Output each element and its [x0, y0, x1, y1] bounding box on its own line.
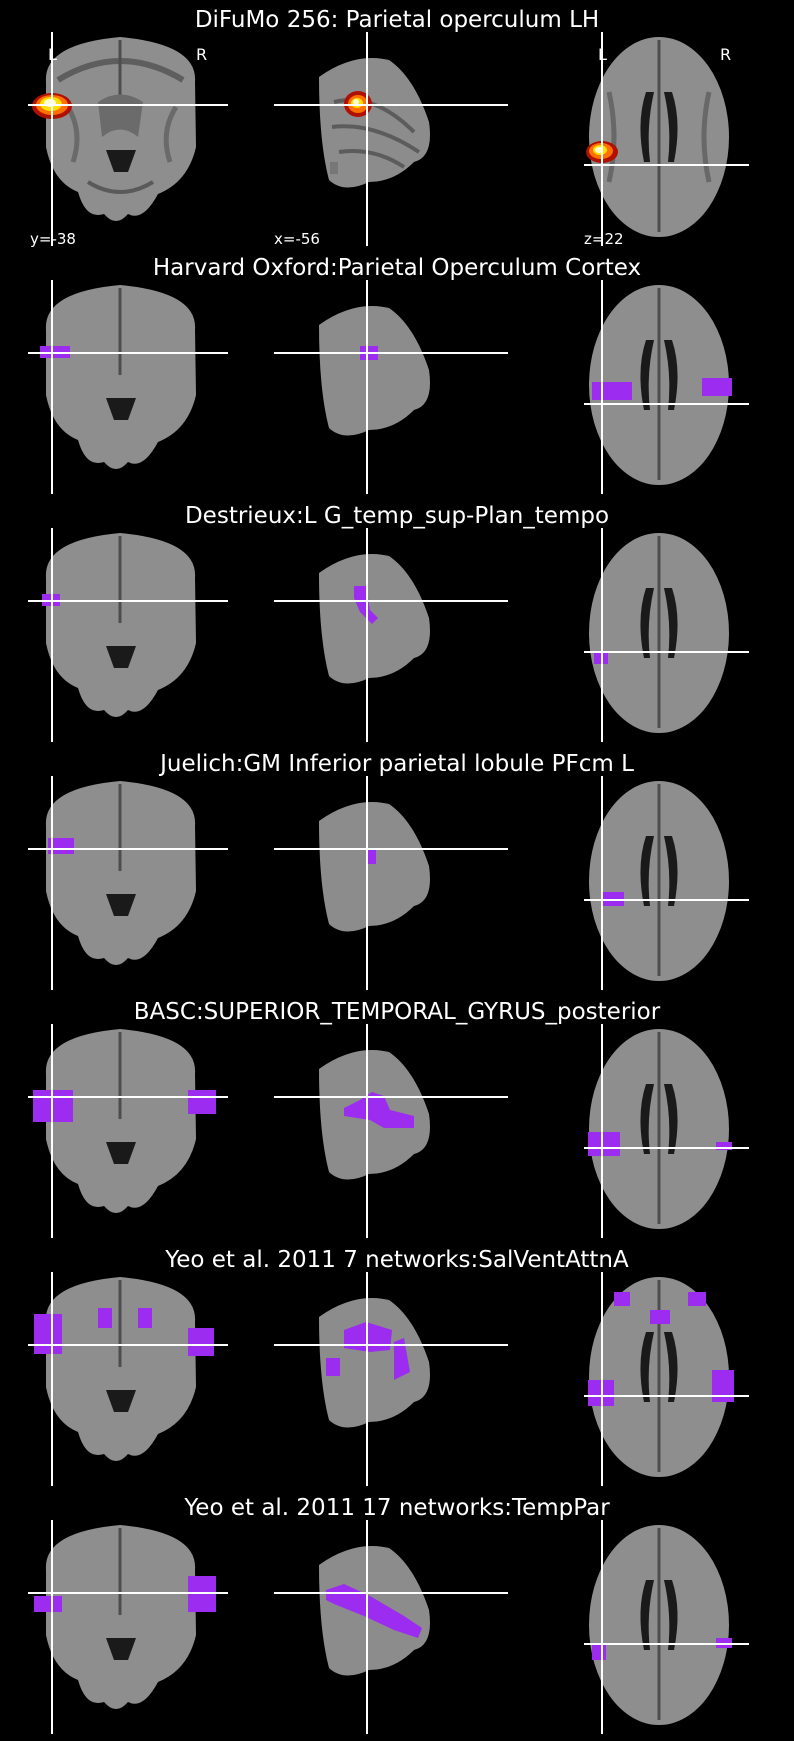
axial-view: L R z=22 [584, 32, 794, 248]
overlay-region [188, 1090, 216, 1114]
panel-title: DiFuMo 256: Parietal operculum LH [194, 7, 600, 33]
axial-brain [589, 37, 729, 237]
axial-view [584, 280, 794, 494]
coronal-slice-image [28, 1024, 228, 1238]
coronal-view [28, 776, 268, 990]
sagittal-slice-image [274, 776, 508, 990]
sagittal-view [274, 528, 514, 742]
overlay-region [592, 1644, 606, 1660]
overlay-region [98, 1308, 112, 1328]
panel-title: Juelich:GM Inferior parietal lobule PFcm… [160, 751, 634, 777]
x-coordinate-label: x=-56 [274, 230, 320, 248]
coronal-view [28, 1520, 268, 1734]
panel-title: Destrieux:L G_temp_sup-Plan_tempo [184, 503, 610, 529]
panel-title: Yeo et al. 2011 17 networks:TempPar [184, 1495, 610, 1521]
overlay-region [688, 1292, 706, 1306]
sagittal-brain [319, 58, 430, 188]
right-label-axial: R [720, 45, 732, 64]
overlay-region [326, 1584, 422, 1638]
overlay-region [188, 1328, 214, 1356]
overlay-region [592, 382, 632, 400]
sagittal-slice-image [274, 1520, 508, 1734]
coronal-view [28, 1024, 268, 1238]
overlay-region [702, 378, 732, 396]
overlay-region [326, 1358, 340, 1376]
overlay-blob [586, 141, 618, 163]
sagittal-view [274, 280, 514, 494]
panel-6: Yeo et al. 2011 17 networks:TempPar [0, 1488, 794, 1736]
sagittal-view [274, 1520, 514, 1734]
coronal-view [28, 1272, 268, 1486]
overlay-region [614, 1292, 630, 1306]
axial-view [584, 776, 794, 990]
panel-title: BASC:SUPERIOR_TEMPORAL_GYRUS_posterior [133, 999, 661, 1025]
sagittal-slice-image [274, 528, 508, 742]
coronal-slice-image [28, 32, 228, 246]
axial-slice-image [584, 528, 749, 742]
left-label: L [48, 45, 57, 64]
coronal-slice-image [28, 528, 228, 742]
panel-4: BASC:SUPERIOR_TEMPORAL_GYRUS_posterior [0, 992, 794, 1240]
sagittal-view [274, 1272, 514, 1486]
left-label-axial: L [598, 45, 607, 64]
overlay-region [34, 1314, 62, 1354]
panel-3: Juelich:GM Inferior parietal lobule PFcm… [0, 744, 794, 992]
axial-view [584, 1520, 794, 1734]
axial-slice-image [584, 280, 749, 494]
overlay-region [716, 1142, 732, 1150]
overlay-region [344, 1092, 414, 1128]
overlay-region [368, 850, 376, 864]
overlay-region [712, 1370, 734, 1402]
axial-view [584, 528, 794, 742]
axial-slice-image [584, 1272, 749, 1486]
axial-view [584, 1024, 794, 1238]
axial-view [584, 1272, 794, 1486]
panel-0: DiFuMo 256: Parietal operculum LH [0, 0, 794, 248]
panel-title: Yeo et al. 2011 7 networks:SalVentAttnA [165, 1247, 629, 1273]
panel-5: Yeo et al. 2011 7 networks:SalVentAttnA [0, 1240, 794, 1488]
coronal-view [28, 280, 268, 494]
sagittal-slice-image [274, 1272, 508, 1486]
panel-2: Destrieux:L G_temp_sup-Plan_tempo [0, 496, 794, 744]
overlay-region [650, 1310, 670, 1324]
z-coordinate-label: z=22 [584, 230, 624, 248]
coronal-brain [45, 37, 197, 221]
coronal-slice-image [28, 1272, 228, 1486]
sagittal-slice-image [274, 280, 508, 494]
coronal-slice-image [28, 1520, 228, 1734]
coronal-view [28, 528, 268, 742]
right-label: R [196, 45, 208, 64]
y-coordinate-label: y=-38 [30, 230, 76, 248]
coronal-slice-image [28, 280, 228, 494]
panel-title: Harvard Oxford:Parietal Operculum Cortex [152, 255, 642, 281]
coronal-view: L R y=-38 [28, 32, 268, 248]
sagittal-view [274, 776, 514, 990]
axial-slice-image [584, 776, 749, 990]
sagittal-view: x=-56 [274, 32, 514, 248]
panel-1: Harvard Oxford:Parietal Operculum Cortex [0, 248, 794, 496]
overlay-region [34, 1596, 62, 1612]
axial-slice-image [584, 1024, 749, 1238]
axial-slice-image [584, 1520, 749, 1734]
crosshair [274, 32, 508, 246]
sagittal-slice-image [274, 32, 508, 246]
sagittal-slice-image [274, 1024, 508, 1238]
overlay-region [138, 1308, 152, 1328]
coronal-slice-image [28, 776, 228, 990]
crosshair [28, 32, 228, 246]
overlay-region [394, 1338, 410, 1380]
overlay-region [588, 1132, 620, 1156]
crosshair [584, 32, 749, 246]
sagittal-view [274, 1024, 514, 1238]
axial-slice-image [584, 32, 749, 246]
